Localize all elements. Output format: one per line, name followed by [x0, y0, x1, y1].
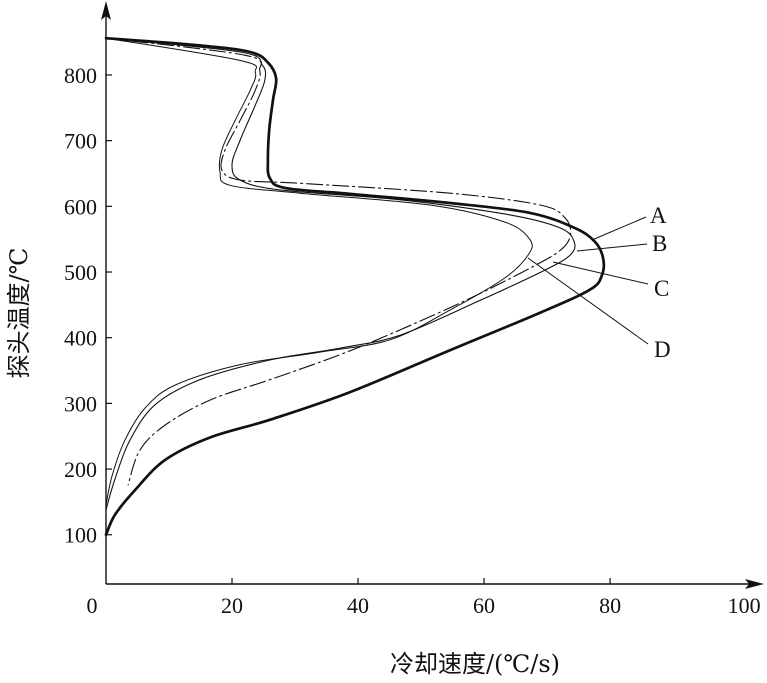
y-tick-label: 800 [64, 63, 97, 88]
x-tick-label: 60 [473, 593, 495, 618]
x-axis-arrow [745, 579, 764, 589]
series-B-leader [576, 243, 648, 252]
series-A-leader [591, 216, 647, 241]
y-tick-label: 600 [64, 194, 97, 219]
y-tick-label: 700 [64, 129, 97, 154]
y-axis-arrow [101, 1, 111, 20]
ticks: 0 20 40 60 80 100 100 200 300 400 500 600 700 800 [64, 63, 761, 618]
series-A-line [104, 36, 606, 537]
series-B-label: B [652, 231, 667, 256]
series-A-label: A [650, 203, 667, 228]
x-tick-label: 0 [87, 593, 98, 618]
x-tick-label: 20 [221, 593, 243, 618]
x-tick-label: 40 [347, 593, 369, 618]
x-tick-label: 80 [599, 593, 621, 618]
x-tick-label: 100 [728, 593, 761, 618]
y-tick-label: 100 [64, 523, 97, 548]
series-C-label: C [654, 276, 669, 301]
x-axis-title: 冷却速度/(℃/s) [390, 650, 560, 678]
y-tick-label: 500 [64, 260, 97, 285]
series-C-leader [552, 261, 649, 285]
y-tick-label: 400 [64, 326, 97, 351]
series-B-line [105, 37, 576, 511]
curves [104, 36, 606, 537]
y-axis-title: 探头温度/℃ [5, 248, 33, 379]
series-C-line [105, 37, 572, 486]
y-tick-label: 300 [64, 391, 97, 416]
y-tick-label: 200 [64, 457, 97, 482]
axes [101, 1, 764, 589]
series-D-line [105, 37, 533, 505]
series-labels: ABC D [527, 203, 671, 362]
series-D-leader [527, 257, 649, 345]
series-D-label: D [654, 337, 671, 362]
